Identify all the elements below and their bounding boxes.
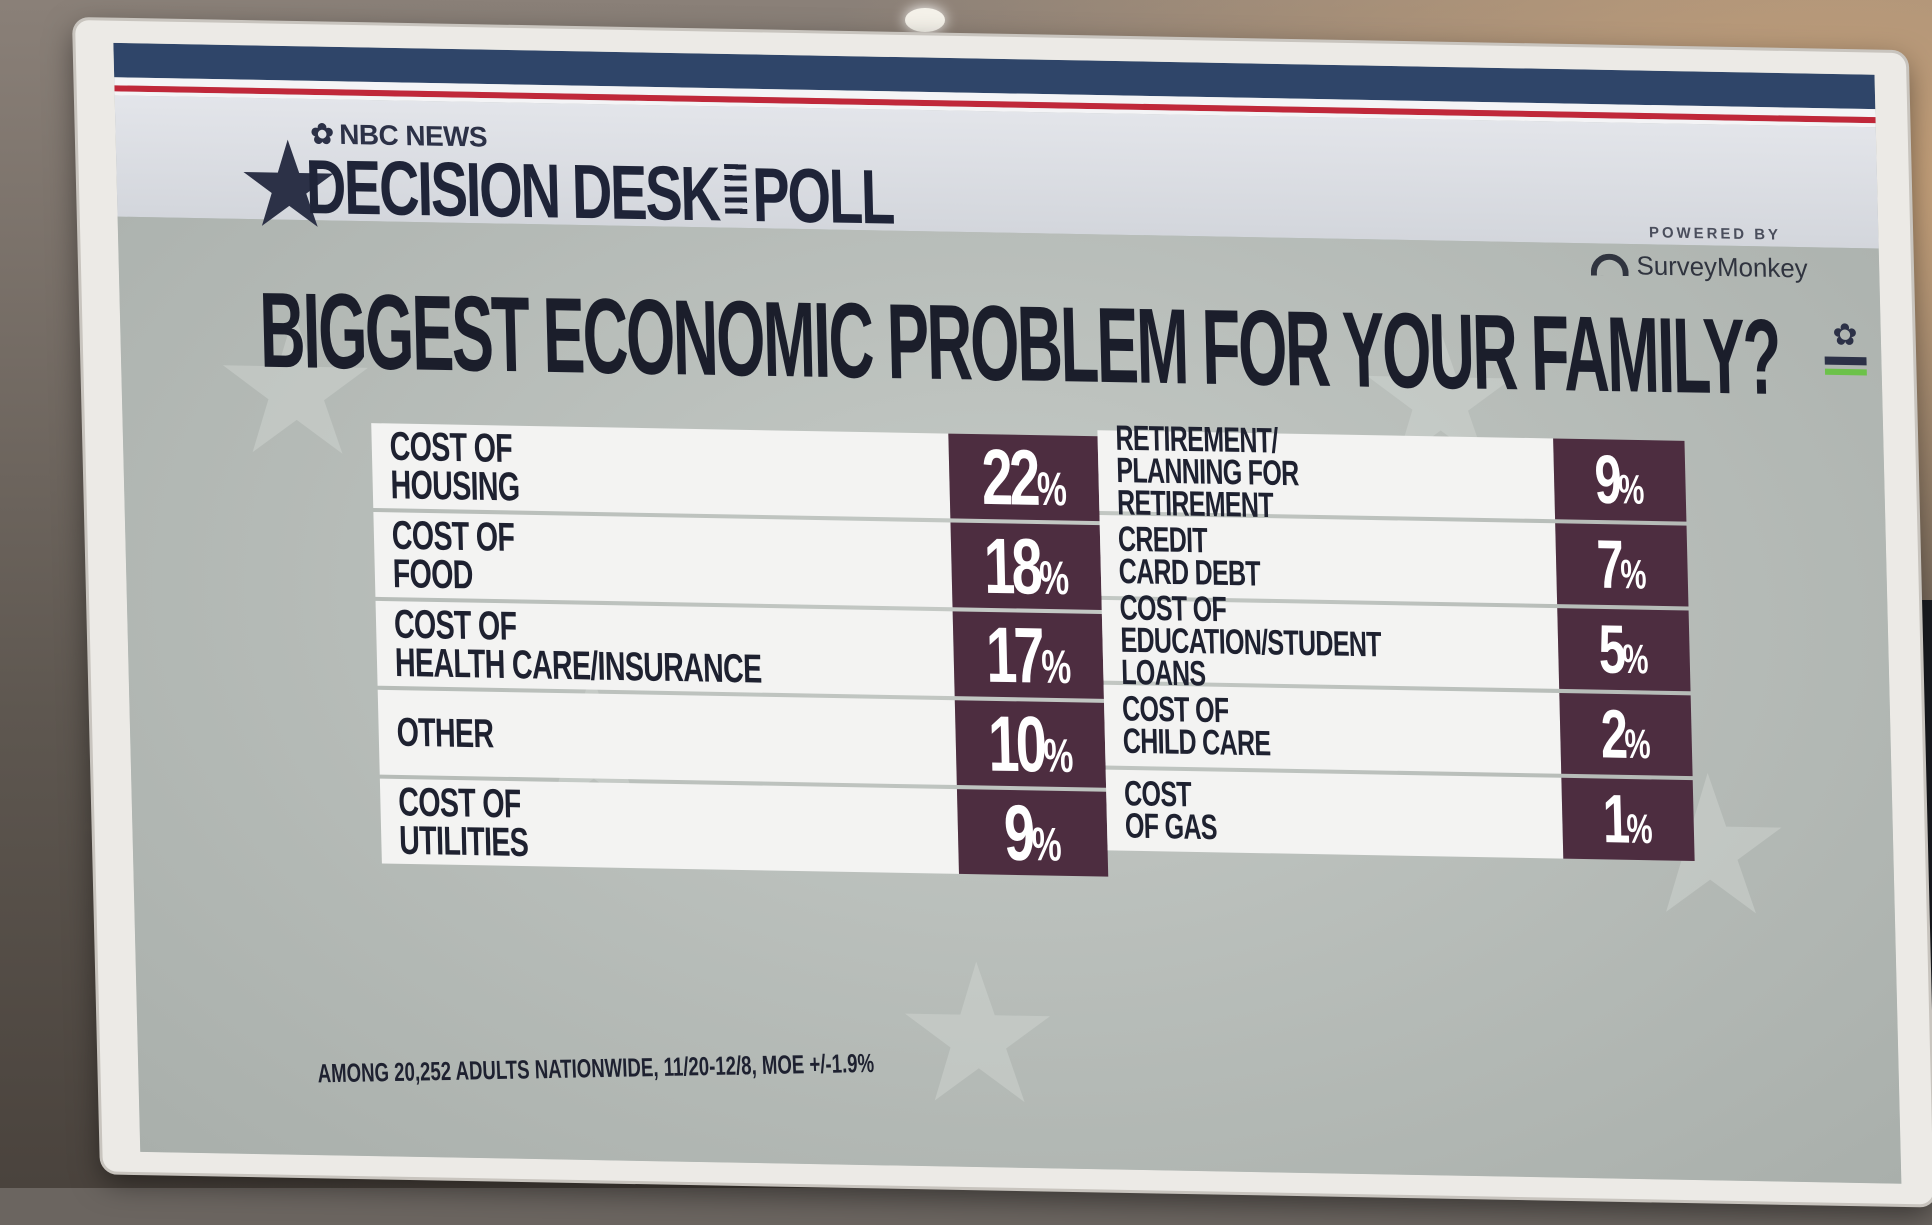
result-percent-value: 1 xyxy=(1602,781,1627,858)
result-label-cell: COST OF CHILD CARE xyxy=(1104,685,1562,774)
percent-sign: % xyxy=(1043,729,1074,782)
result-percent-value: 10 xyxy=(987,698,1044,788)
result-percent: 18% xyxy=(983,519,1070,612)
result-row: COST OF EDUCATION/STUDENT LOANS 5% xyxy=(1102,600,1691,691)
result-percent-cell: 9% xyxy=(957,789,1108,877)
result-percent-cell: 5% xyxy=(1557,608,1690,691)
result-percent-cell: 9% xyxy=(1553,438,1686,521)
result-row: RETIREMENT/ PLANNING FOR RETIREMENT 9% xyxy=(1097,430,1686,521)
result-percent-cell: 7% xyxy=(1555,523,1688,606)
surveymonkey-logo: SurveyMonkey xyxy=(1590,249,1808,284)
background-star-icon: ★ xyxy=(891,937,1065,1132)
result-label: COST OF GAS xyxy=(1124,778,1217,844)
bug-bar-green xyxy=(1825,369,1867,376)
percent-sign: % xyxy=(1626,805,1653,852)
result-percent: 17% xyxy=(985,608,1072,701)
result-label-cell: COST OF EDUCATION/STUDENT LOANS xyxy=(1102,600,1560,689)
brand-desk: DESK xyxy=(571,149,720,238)
result-row: COST OF FOOD 18% xyxy=(373,512,1101,610)
result-percent: 5% xyxy=(1598,610,1649,690)
result-label-cell: RETIREMENT/ PLANNING FOR RETIREMENT xyxy=(1097,430,1555,519)
result-row: OTHER 10% xyxy=(378,690,1106,788)
result-percent-value: 7 xyxy=(1596,526,1621,603)
surveymonkey-logo-icon xyxy=(1590,253,1628,276)
result-label: COST OF EDUCATION/STUDENT LOANS xyxy=(1119,592,1437,695)
powered-by-label: POWERED BY xyxy=(1649,224,1781,244)
brand-lines-icon xyxy=(724,164,747,217)
result-percent-cell: 22% xyxy=(948,434,1099,522)
result-percent-value: 22 xyxy=(980,432,1037,522)
result-label-cell: OTHER xyxy=(378,690,957,785)
result-label: COST OF CHILD CARE xyxy=(1122,693,1271,760)
result-label: COST OF HOUSING xyxy=(389,427,520,506)
result-label-cell: COST OF HEALTH CARE/INSURANCE xyxy=(376,601,955,696)
percent-sign: % xyxy=(1038,551,1069,604)
result-percent-cell: 2% xyxy=(1559,693,1692,776)
result-percent-cell: 17% xyxy=(953,611,1104,699)
result-row: COST OF UTILITIES 9% xyxy=(380,779,1108,877)
result-row: COST OF HEALTH CARE/INSURANCE 17% xyxy=(376,601,1104,699)
result-percent-value: 5 xyxy=(1598,611,1623,688)
result-percent: 2% xyxy=(1600,695,1651,775)
result-percent: 1% xyxy=(1602,780,1653,860)
surveymonkey-text: SurveyMonkey xyxy=(1636,250,1808,283)
result-percent: 7% xyxy=(1596,525,1647,605)
result-label: COST OF UTILITIES xyxy=(398,783,529,862)
percent-sign: % xyxy=(1624,720,1651,767)
percent-sign: % xyxy=(1040,640,1071,693)
brand-decision: DECISION xyxy=(305,144,560,234)
result-label: RETIREMENT/ PLANNING FOR RETIREMENT xyxy=(1115,422,1433,525)
result-percent-value: 9 xyxy=(1594,441,1619,518)
result-percent-value: 17 xyxy=(985,609,1042,699)
bug-bar xyxy=(1825,357,1867,366)
result-percent: 10% xyxy=(987,697,1074,790)
result-percent: 22% xyxy=(980,431,1067,524)
ceiling-light xyxy=(905,8,945,32)
result-row: COST OF HOUSING 22% xyxy=(371,423,1099,521)
result-label: OTHER xyxy=(396,713,494,753)
result-label-cell: COST OF GAS xyxy=(1106,770,1564,859)
results-right-column: RETIREMENT/ PLANNING FOR RETIREMENT 9% CRE… xyxy=(1097,430,1694,865)
percent-sign: % xyxy=(1036,462,1067,515)
nbc-corner-bug: ✿ xyxy=(1821,320,1870,388)
nbc-peacock-icon: ✿ xyxy=(1821,320,1869,351)
result-percent-cell: 1% xyxy=(1561,778,1694,861)
result-row: COST OF GAS 1% xyxy=(1106,770,1695,861)
result-label: CREDIT CARD DEBT xyxy=(1118,523,1261,590)
percent-sign: % xyxy=(1620,551,1647,598)
result-percent-value: 2 xyxy=(1600,696,1625,773)
result-percent-cell: 10% xyxy=(955,700,1106,788)
percent-sign: % xyxy=(1031,817,1062,870)
result-percent-cell: 18% xyxy=(950,522,1101,610)
brand-poll: POLL xyxy=(751,152,893,240)
result-row: COST OF CHILD CARE 2% xyxy=(1104,685,1693,776)
result-label-cell: COST OF HOUSING xyxy=(371,423,950,518)
result-percent: 9% xyxy=(1003,786,1063,879)
result-percent: 9% xyxy=(1594,440,1645,520)
result-label-cell: COST OF FOOD xyxy=(373,512,952,607)
percent-sign: % xyxy=(1618,466,1645,513)
result-label: COST OF FOOD xyxy=(391,516,515,595)
result-percent-value: 18 xyxy=(983,521,1040,611)
percent-sign: % xyxy=(1622,636,1649,683)
result-percent-value: 9 xyxy=(1003,787,1033,876)
result-label: COST OF HEALTH CARE/INSURANCE xyxy=(394,605,762,688)
result-label-cell: COST OF UTILITIES xyxy=(380,779,959,874)
